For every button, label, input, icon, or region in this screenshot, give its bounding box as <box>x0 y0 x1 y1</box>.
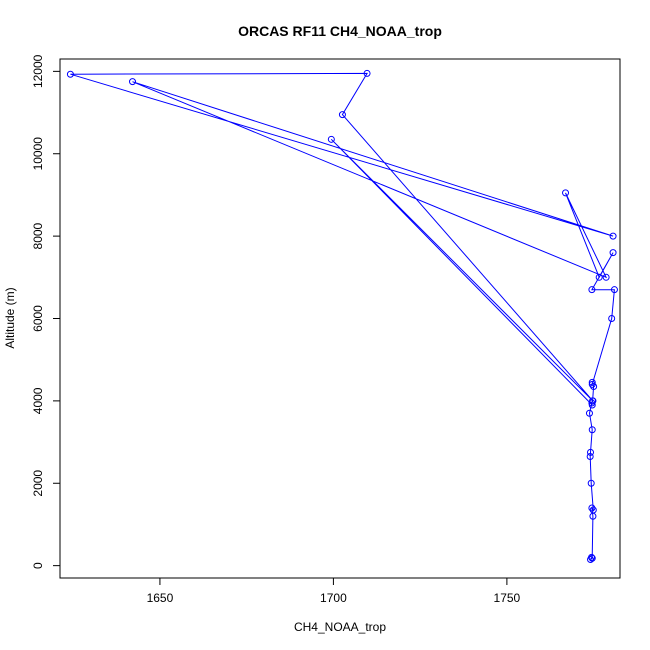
data-point <box>588 401 596 409</box>
data-point <box>608 315 616 322</box>
data-point <box>588 554 596 562</box>
x-axis: 1650 1700 1750 <box>147 577 521 605</box>
x-axis-label: CH4_NOAA_trop <box>294 620 386 634</box>
y-tick-label: 12000 <box>31 54 45 88</box>
y-tick-label: 10000 <box>31 137 45 171</box>
data-point <box>66 70 74 78</box>
data-point <box>586 452 594 460</box>
data-point <box>588 504 596 512</box>
x-tick-label: 1650 <box>147 591 174 605</box>
data-point <box>588 286 596 294</box>
data-point <box>610 286 618 294</box>
chart-title: ORCAS RF11 CH4_NOAA_trop <box>238 23 442 39</box>
data-point <box>585 409 593 417</box>
y-tick-label: 8000 <box>31 222 45 249</box>
plot-area <box>66 69 618 563</box>
y-tick-label: 6000 <box>31 305 45 332</box>
data-point <box>588 426 596 434</box>
data-point <box>589 397 597 405</box>
y-tick-label: 2000 <box>31 470 45 497</box>
data-point <box>602 273 610 281</box>
data-point <box>595 273 603 281</box>
data-point <box>363 69 371 77</box>
y-tick-label: 4000 <box>31 387 45 414</box>
y-axis-label: Altitude (m) <box>3 287 17 348</box>
data-point <box>609 249 617 257</box>
x-tick-label: 1700 <box>320 591 347 605</box>
data-point <box>588 378 596 386</box>
data-point <box>129 78 137 86</box>
y-axis: 0 2000 4000 6000 8000 10000 12000 <box>31 54 61 569</box>
data-point <box>338 111 346 119</box>
data-point <box>327 135 335 143</box>
data-point <box>562 189 570 197</box>
plot-frame <box>59 58 621 579</box>
series-line <box>70 72 615 560</box>
y-tick-label: 0 <box>31 562 45 569</box>
x-tick-label: 1750 <box>494 591 521 605</box>
data-point <box>589 506 597 514</box>
data-point <box>590 382 598 390</box>
data-point <box>587 448 595 456</box>
data-point <box>587 555 595 563</box>
data-point <box>587 479 595 487</box>
data-point <box>588 380 596 388</box>
data-point <box>609 232 617 240</box>
